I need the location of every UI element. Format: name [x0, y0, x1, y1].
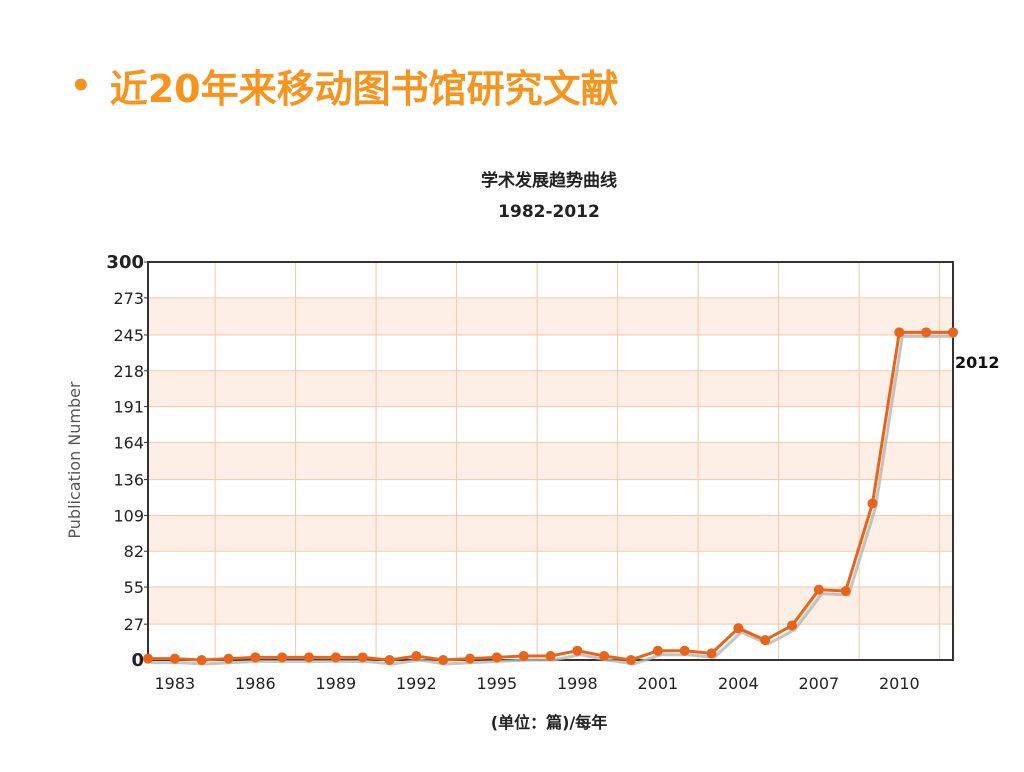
data-point: [277, 652, 288, 663]
data-point: [787, 620, 797, 631]
data-point: [223, 653, 234, 664]
data-point: [518, 651, 529, 662]
grid-band: [148, 370, 953, 407]
data-point: [679, 645, 690, 656]
x-tick-label: 2004: [718, 674, 759, 693]
data-point: [143, 653, 153, 664]
grid-band: [148, 297, 953, 335]
y-tick-label: 0: [131, 650, 144, 671]
data-point: [840, 586, 851, 597]
y-tick-label: 82: [124, 542, 144, 561]
data-point: [196, 655, 207, 665]
chart-title: 学术发展趋势曲线: [481, 170, 617, 191]
y-tick-label: 55: [124, 578, 144, 597]
data-point: [572, 645, 583, 656]
data-point: [438, 655, 449, 665]
data-point: [652, 645, 663, 656]
data-point: [626, 655, 636, 665]
data-point: [706, 648, 717, 659]
y-axis-label: Publication Number: [65, 381, 84, 539]
data-point: [813, 584, 824, 595]
plot-area: 0 27 55 82 109 136 164 191 218 245 273 300 1983 1986 1…: [106, 252, 958, 693]
data-point: [599, 651, 610, 662]
y-tick-label: 273: [113, 289, 144, 308]
data-point: [867, 498, 878, 509]
x-tick-label: 1989: [315, 674, 356, 693]
data-point: [760, 635, 771, 646]
data-point: [250, 652, 261, 663]
data-point: [304, 652, 314, 663]
data-point: [357, 652, 368, 663]
grid-band: [148, 587, 953, 625]
x-tick-label: 1992: [396, 674, 437, 693]
x-axis-label: (单位：篇)/每年: [491, 713, 607, 732]
data-point: [384, 655, 395, 665]
data-point: [894, 327, 905, 338]
grid-band: [148, 515, 953, 552]
y-tick-label: 164: [113, 433, 144, 452]
x-tick-label: 2007: [798, 674, 839, 693]
title-text: 近20年来移动图书馆研究文献: [109, 67, 619, 111]
x-tick-label: 1995: [476, 674, 517, 693]
chart-subtitle: 1982-2012: [498, 202, 600, 222]
x-tick-label: 1986: [235, 674, 276, 693]
y-tick-label: 136: [113, 471, 144, 490]
data-point: [330, 652, 341, 663]
data-point: [948, 327, 958, 338]
data-point: [491, 652, 502, 663]
y-tick-label: 300: [106, 252, 144, 273]
grid-band: [148, 442, 953, 480]
y-tick-label: 245: [113, 326, 144, 345]
slide-title: • 近20年来移动图书馆研究文献: [70, 58, 619, 113]
series-end-label: 2012: [955, 353, 1000, 372]
y-tick-label: 109: [113, 506, 144, 525]
title-bullet: •: [70, 65, 92, 106]
y-tick-label: 191: [113, 398, 144, 417]
data-point: [921, 327, 932, 338]
data-point: [733, 623, 744, 634]
x-tick-label: 2010: [879, 674, 920, 693]
data-point: [545, 651, 556, 662]
data-point: [465, 653, 475, 664]
data-point: [169, 653, 180, 664]
x-tick-label: 2001: [637, 674, 678, 693]
x-tick-label: 1983: [154, 674, 195, 693]
y-tick-label: 218: [113, 362, 144, 381]
x-tick-label: 1998: [557, 674, 598, 693]
data-point: [411, 651, 422, 662]
y-tick-label: 27: [124, 615, 144, 634]
